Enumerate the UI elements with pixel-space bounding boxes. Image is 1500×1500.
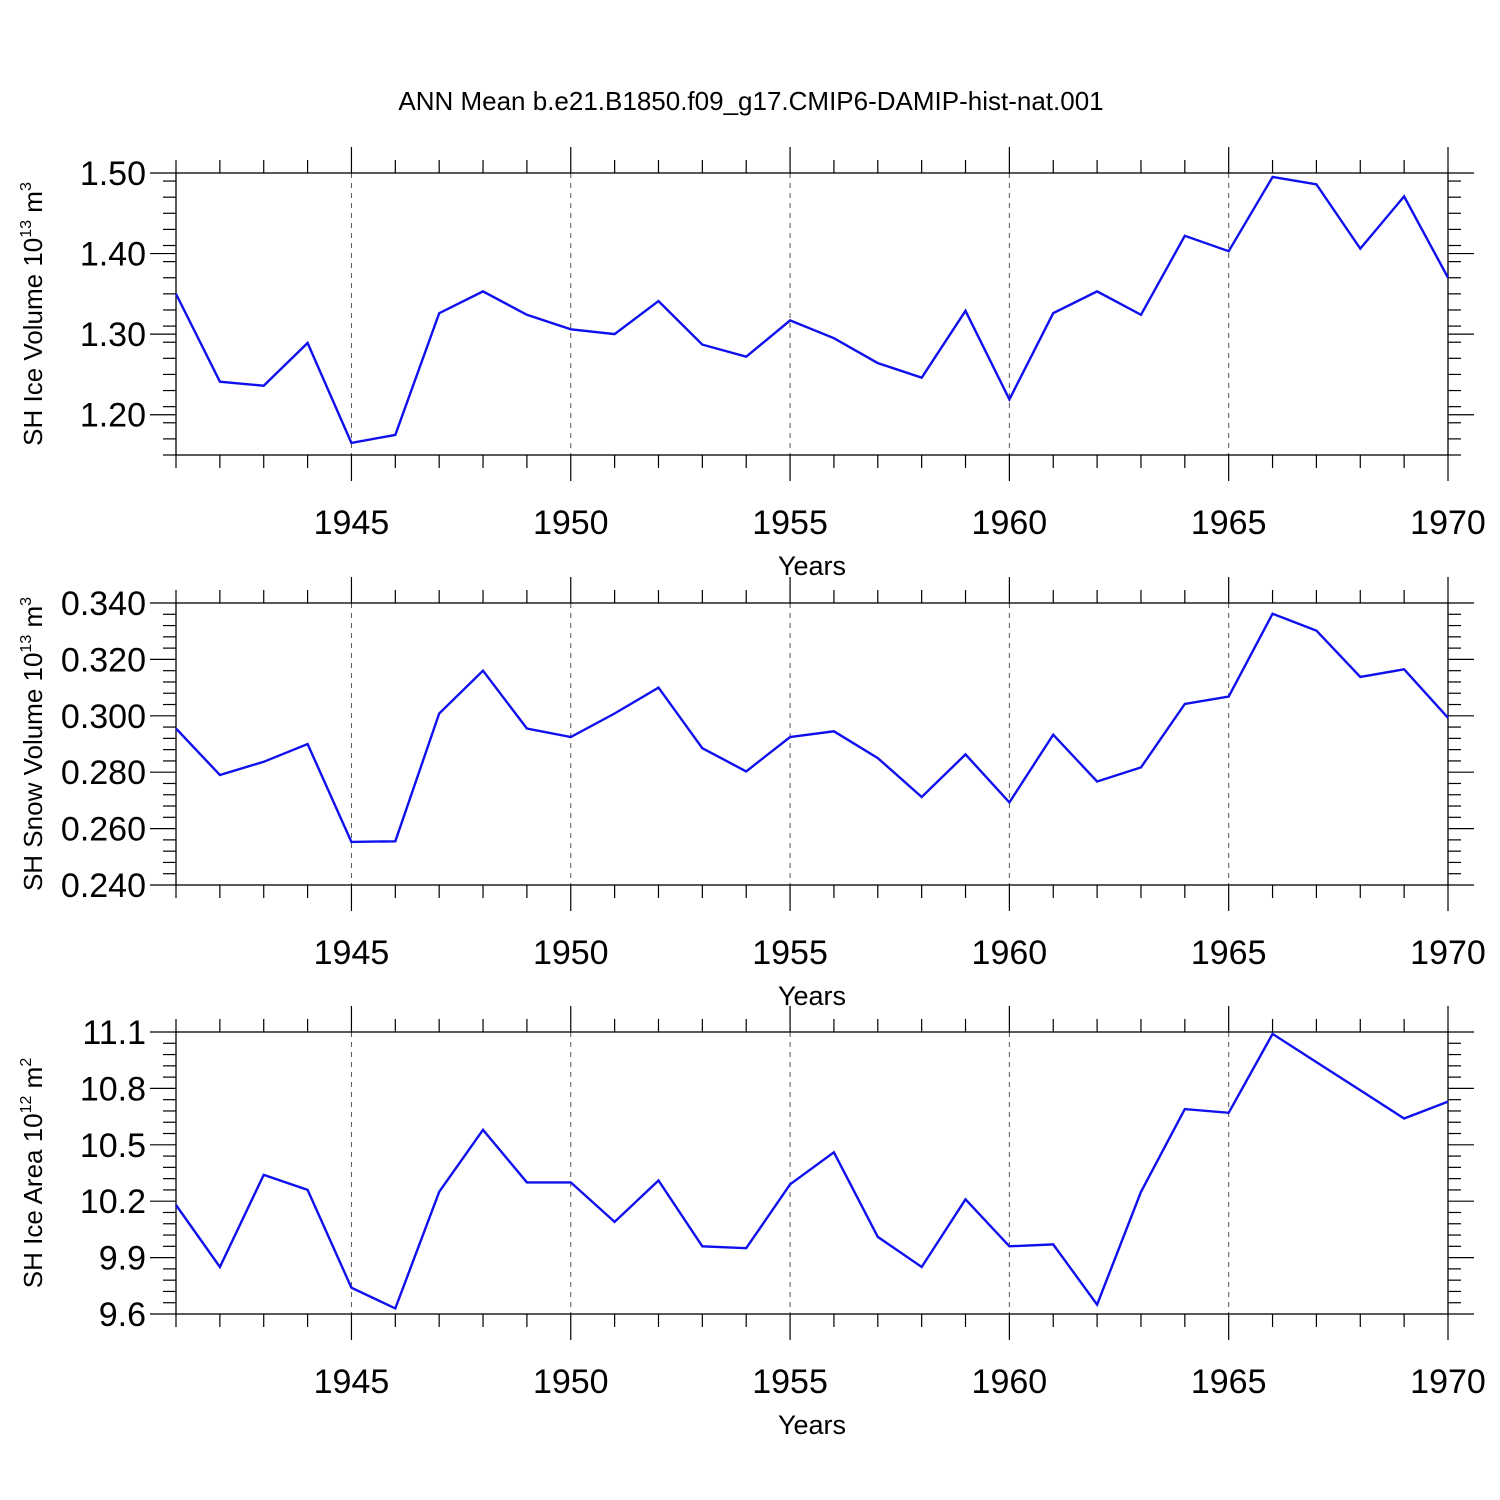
- y-tick-label: 10.2: [80, 1183, 146, 1221]
- x-tick-label: 1955: [752, 934, 828, 972]
- x-tick-label: 1960: [972, 504, 1048, 542]
- y-tick-label: 0.280: [61, 754, 146, 792]
- x-tick-label: 1965: [1191, 1363, 1267, 1401]
- y-tick-label: 9.6: [99, 1296, 146, 1334]
- x-tick-label: 1955: [752, 504, 828, 542]
- plot-frame: [175, 1031, 1449, 1315]
- y-tick-label: 0.260: [61, 811, 146, 849]
- x-tick-label: 1970: [1410, 934, 1486, 972]
- series-line: [175, 612, 1449, 844]
- x-tick-label: 1970: [1410, 504, 1486, 542]
- y-tick-label: 1.40: [80, 236, 146, 274]
- y-tick-label: 9.9: [99, 1240, 146, 1278]
- y-tick-label: 10.5: [80, 1127, 146, 1165]
- y-tick-label: 11.1: [82, 1014, 146, 1052]
- x-tick-label: 1970: [1410, 1363, 1486, 1401]
- y-tick-label: 0.320: [61, 641, 146, 679]
- y-tick-label: 1.30: [80, 316, 146, 354]
- x-tick-label: 1960: [972, 934, 1048, 972]
- x-tick-label: 1965: [1191, 934, 1267, 972]
- y-axis-label: SH Snow Volume 1013 m3: [18, 597, 48, 891]
- y-tick-label: 0.300: [61, 698, 146, 736]
- y-tick-label: 1.50: [80, 155, 146, 193]
- x-tick-label: 1950: [533, 934, 609, 972]
- y-tick-label: 10.8: [80, 1070, 146, 1108]
- plot-frame: [175, 172, 1449, 456]
- y-axis-label: SH Ice Volume 1013 m3: [18, 182, 48, 446]
- x-tick-label: 1950: [533, 504, 609, 542]
- panel-3: 9.6 9.9 10.2 10.5 10.8 11.1 1945 1950 1955 1960 19…: [18, 1006, 1486, 1440]
- x-tick-label: 1965: [1191, 504, 1267, 542]
- x-axis-label: Years: [778, 981, 846, 1011]
- y-tick-label: 0.340: [61, 585, 146, 623]
- x-tick-label: 1945: [314, 1363, 390, 1401]
- series-line: [175, 1032, 1449, 1311]
- y-tick-label: 0.240: [61, 867, 146, 905]
- x-axis-label: Years: [778, 551, 846, 581]
- x-tick-label: 1945: [314, 934, 390, 972]
- panel-1: 1.20 1.30 1.40 1.50 1945 1950 1955 1960 1965 1970…: [18, 147, 1486, 581]
- x-axis-label: Years: [778, 1410, 846, 1440]
- chart-title: ANN Mean b.e21.B1850.f09_g17.CMIP6-DAMIP…: [398, 86, 1103, 116]
- x-tick-label: 1955: [752, 1363, 828, 1401]
- x-tick-label: 1945: [314, 504, 390, 542]
- y-axis-label: SH Ice Area 1012 m2: [18, 1058, 48, 1289]
- y-tick-label: 1.20: [80, 397, 146, 435]
- series-line: [174, 175, 1450, 445]
- x-tick-label: 1960: [972, 1363, 1048, 1401]
- x-tick-label: 1950: [533, 1363, 609, 1401]
- plot-frame: [175, 602, 1449, 886]
- panel-2: 0.240 0.260 0.280 0.300 0.320 0.340 1945 1950 19…: [18, 577, 1486, 1011]
